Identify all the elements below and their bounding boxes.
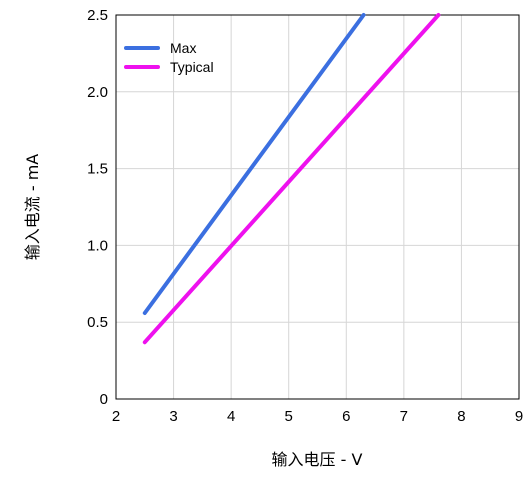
y-tick-label: 1.5 xyxy=(87,161,108,178)
x-tick-label: 7 xyxy=(400,408,408,425)
x-tick-label: 5 xyxy=(285,408,293,425)
x-tick-label: 4 xyxy=(227,408,235,425)
x-tick-label: 9 xyxy=(515,408,523,425)
legend-label-typical: Typical xyxy=(170,59,214,75)
legend-label-max: Max xyxy=(170,40,196,56)
legend: Max Typical xyxy=(124,40,214,75)
y-tick-label: 0 xyxy=(100,391,108,408)
series-line-typical xyxy=(142,13,441,345)
x-tick-label: 8 xyxy=(457,408,465,425)
x-tick-label: 3 xyxy=(169,408,177,425)
y-tick-label: 1.0 xyxy=(87,237,108,254)
x-axis-label: 输入电压 - V xyxy=(272,450,363,469)
series-line-max xyxy=(142,13,366,315)
y-axis-label: 输入电流 - mA xyxy=(23,154,42,261)
y-tick-label: 0.5 xyxy=(87,314,108,331)
axes xyxy=(115,14,520,400)
y-tick-label: 2.5 xyxy=(87,7,108,24)
plot-frame xyxy=(115,14,520,400)
y-tick-label: 2.0 xyxy=(87,84,108,101)
tick-labels: 2 3 4 5 6 7 8 9 0 0.5 1.0 1.5 2.0 2.5 xyxy=(87,7,523,425)
x-tick-label: 2 xyxy=(112,408,120,425)
grid xyxy=(116,15,519,399)
series-group xyxy=(142,13,441,345)
x-tick-label: 6 xyxy=(342,408,350,425)
